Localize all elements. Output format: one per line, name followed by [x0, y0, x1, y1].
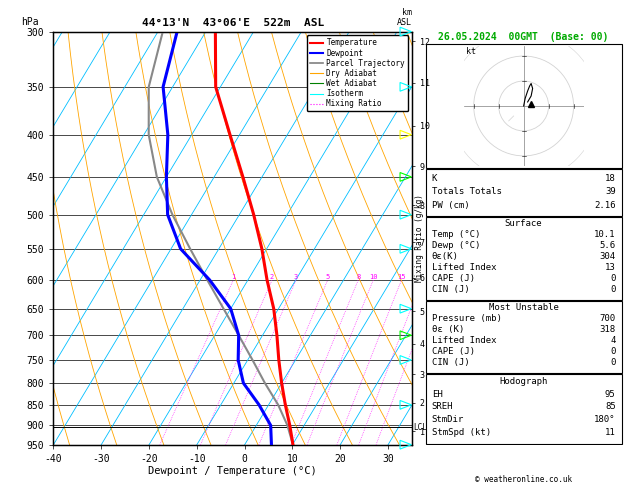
Bar	[426, 374, 621, 444]
Text: 2.16: 2.16	[594, 201, 616, 210]
Text: StmDir: StmDir	[431, 415, 464, 424]
Text: Hodograph: Hodograph	[499, 377, 548, 386]
Bar	[426, 300, 621, 373]
Text: Totals Totals: Totals Totals	[431, 187, 501, 196]
Text: 95: 95	[605, 390, 616, 399]
Text: © weatheronline.co.uk: © weatheronline.co.uk	[475, 474, 572, 484]
Text: Most Unstable: Most Unstable	[489, 303, 559, 312]
Text: PW (cm): PW (cm)	[431, 201, 469, 210]
Text: 5.6: 5.6	[599, 241, 616, 250]
Text: EH: EH	[431, 390, 442, 399]
Text: StmSpd (kt): StmSpd (kt)	[431, 428, 491, 437]
Text: Lifted Index: Lifted Index	[431, 263, 496, 272]
Text: CAPE (J): CAPE (J)	[431, 274, 475, 283]
Text: 0: 0	[610, 347, 616, 356]
Text: 15: 15	[398, 274, 406, 280]
Text: 5: 5	[325, 274, 330, 280]
Legend: Temperature, Dewpoint, Parcel Trajectory, Dry Adiabat, Wet Adiabat, Isotherm, Mi: Temperature, Dewpoint, Parcel Trajectory…	[306, 35, 408, 111]
Text: Lifted Index: Lifted Index	[431, 336, 496, 345]
Text: 180°: 180°	[594, 415, 616, 424]
Text: 4: 4	[610, 336, 616, 345]
Text: Surface: Surface	[505, 219, 542, 228]
Text: km
ASL: km ASL	[397, 8, 412, 27]
Text: 0: 0	[610, 285, 616, 295]
Text: 700: 700	[599, 314, 616, 323]
Text: 2: 2	[270, 274, 274, 280]
Text: 3: 3	[294, 274, 298, 280]
Text: Pressure (mb): Pressure (mb)	[431, 314, 501, 323]
Text: 1: 1	[231, 274, 235, 280]
Text: 10: 10	[369, 274, 377, 280]
Text: Dewp (°C): Dewp (°C)	[431, 241, 480, 250]
Text: CIN (J): CIN (J)	[431, 358, 469, 367]
X-axis label: Dewpoint / Temperature (°C): Dewpoint / Temperature (°C)	[148, 467, 317, 476]
Text: Temp (°C): Temp (°C)	[431, 230, 480, 239]
Text: Mixing Ratio (g/kg): Mixing Ratio (g/kg)	[415, 194, 424, 282]
Text: 318: 318	[599, 325, 616, 334]
Text: 10.1: 10.1	[594, 230, 616, 239]
Text: 85: 85	[605, 402, 616, 411]
Text: 11: 11	[605, 428, 616, 437]
Title: 44°13'N  43°06'E  522m  ASL: 44°13'N 43°06'E 522m ASL	[142, 18, 324, 28]
Text: 26.05.2024  00GMT  (Base: 00): 26.05.2024 00GMT (Base: 00)	[438, 33, 609, 42]
Bar	[426, 169, 621, 216]
Text: K: K	[431, 174, 437, 183]
Text: 0: 0	[610, 358, 616, 367]
Text: 13: 13	[605, 263, 616, 272]
Text: 18: 18	[605, 174, 616, 183]
Text: 304: 304	[599, 252, 616, 261]
Text: LCL: LCL	[413, 423, 427, 432]
Text: hPa: hPa	[21, 17, 39, 27]
Text: CIN (J): CIN (J)	[431, 285, 469, 295]
Text: 39: 39	[605, 187, 616, 196]
Text: CAPE (J): CAPE (J)	[431, 347, 475, 356]
Bar	[426, 44, 621, 168]
Bar	[426, 217, 621, 300]
Text: SREH: SREH	[431, 402, 453, 411]
Text: 8: 8	[356, 274, 360, 280]
Text: θε(K): θε(K)	[431, 252, 459, 261]
Text: 0: 0	[610, 274, 616, 283]
Text: θε (K): θε (K)	[431, 325, 464, 334]
